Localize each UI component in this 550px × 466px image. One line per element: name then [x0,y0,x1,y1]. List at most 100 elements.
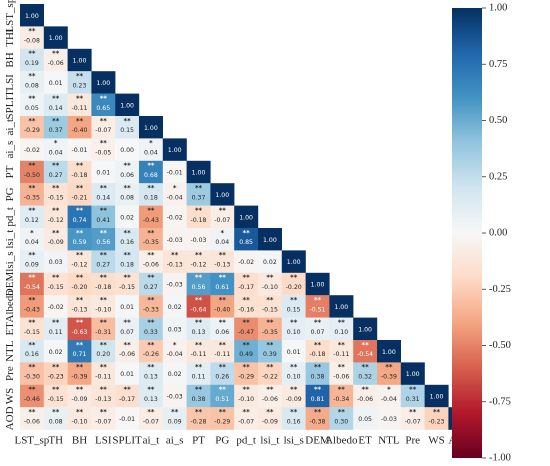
cell-rect [67,340,92,363]
cell-value: 0.65 [96,105,110,112]
cell-value: 0.12 [25,217,39,224]
cell-significance: ** [266,318,274,326]
heatmap-cell: ** -0.16 [234,295,259,318]
cell-rect [91,407,116,430]
cell-rect [281,295,306,318]
colorbar-tick-label: 1.00 [489,3,507,14]
heatmap-cell: 1.00 [329,295,354,318]
heatmap-cell: ** 0.59 [67,228,92,251]
heatmap-cell: ** -0.10 [234,384,259,408]
heatmap-cell: -0.01 [162,160,187,184]
cell-rect [258,384,282,408]
heatmap-cell: ** 0.14 [91,183,116,206]
cell-rect [258,407,282,430]
cell-rect [20,407,44,430]
cell-rect [67,317,92,341]
heatmap-cell: ** -0.06 [353,384,378,408]
cell-rect [186,295,211,318]
heatmap-cell: 1.00 [20,4,44,27]
cell-significance: ** [76,296,84,304]
heatmap-cell: ** -0.15 [258,295,282,318]
cell-rect [281,384,306,408]
cell-value: 0.01 [49,80,63,87]
cell-value: 0.15 [120,127,134,134]
cell-rect [162,295,187,318]
cell-value: 0.09 [25,262,39,269]
heatmap-cell: 0.03 [162,317,187,341]
heatmap-cell: ** -0.30 [20,362,44,385]
cell-rect [115,340,140,363]
cell-rect [162,228,187,251]
cell-value: 1.00 [287,259,301,266]
cell-significance: ** [76,162,84,170]
x-tick-label: LST_sp [14,435,49,447]
y-tick-label: SPLIT [4,90,16,120]
y-tick-label: lsi_t [4,230,16,249]
cell-value: -0.13 [71,306,87,313]
heatmap-cell: -0.01 [67,138,92,161]
cell-rect [20,340,44,363]
cell-value: -0.10 [238,396,254,403]
heatmap-cell: 1.00 [186,160,211,184]
cell-value: 0.56 [96,239,110,246]
cell-significance: ** [147,408,155,416]
cell-rect [20,116,44,139]
cell-rect [43,295,68,318]
cell-significance: * [173,341,177,349]
cell-significance: ** [338,363,346,371]
cell-value: -0.10 [71,418,87,425]
cell-value: -0.11 [214,351,230,358]
cell-rect [162,340,187,363]
cell-significance: ** [290,363,298,371]
cell-significance: ** [124,162,132,170]
heatmap-cell: ** -0.34 [329,384,354,408]
heatmap-cell: ** -0.09 [67,384,92,408]
cell-value: -0.12 [190,262,206,269]
y-tick-label: NTL [4,340,16,362]
x-tick-label: PT [192,435,205,447]
heatmap-cell: ** 0.16 [20,340,44,363]
cell-rect [258,228,282,251]
heatmap-cell: ** -0.15 [43,384,68,408]
cell-value: 1.00 [382,349,396,356]
cell-value: -0.31 [95,329,111,336]
heatmap-cell: ** 0.61 [210,272,235,296]
cell-rect [67,272,92,296]
heatmap-cell: ** 0.15 [281,295,306,318]
heatmap-cell: -0.02 [43,295,68,318]
cell-rect [67,71,92,94]
cell-value: -0.10 [95,306,111,313]
heatmap-cell: ** 0.12 [20,205,44,229]
cell-rect [115,183,140,206]
cell-rect [20,71,44,94]
cell-significance: ** [409,408,417,416]
heatmap-cell: ** 0.23 [67,71,92,94]
cell-value: -0.09 [71,396,87,403]
cell-value: 1.00 [334,304,348,311]
cell-value: 0.37 [49,127,63,134]
cell-significance: ** [100,184,108,192]
cell-value: 0.02 [49,349,63,356]
heatmap-cell: ** -0.11 [91,362,116,385]
cell-rect [115,362,140,385]
cell-rect [353,384,378,408]
cell-value: 0.49 [239,351,253,358]
cell-significance: ** [195,296,203,304]
colorbar-tick-label: -0.50 [489,340,511,351]
heatmap-cell: 0.02 [162,295,187,318]
cell-significance: ** [219,386,227,394]
cell-value: -0.18 [71,172,87,179]
heatmap-cell: * 0.04 [210,228,235,251]
cell-value: -0.09 [286,396,302,403]
cell-rect [186,272,211,296]
cell-rect [139,205,163,229]
cell-value: 0.04 [49,150,63,157]
cell-significance: ** [100,363,108,371]
heatmap-cell: ** -0.40 [67,116,92,139]
cell-significance: ** [243,363,251,371]
cell-rect [67,183,92,206]
heatmap-cell: ** -0.15 [20,317,44,341]
heatmap-cell: ** 0.14 [43,93,68,117]
cell-rect [91,205,116,229]
heatmap-cell: 0.02 [115,205,140,229]
